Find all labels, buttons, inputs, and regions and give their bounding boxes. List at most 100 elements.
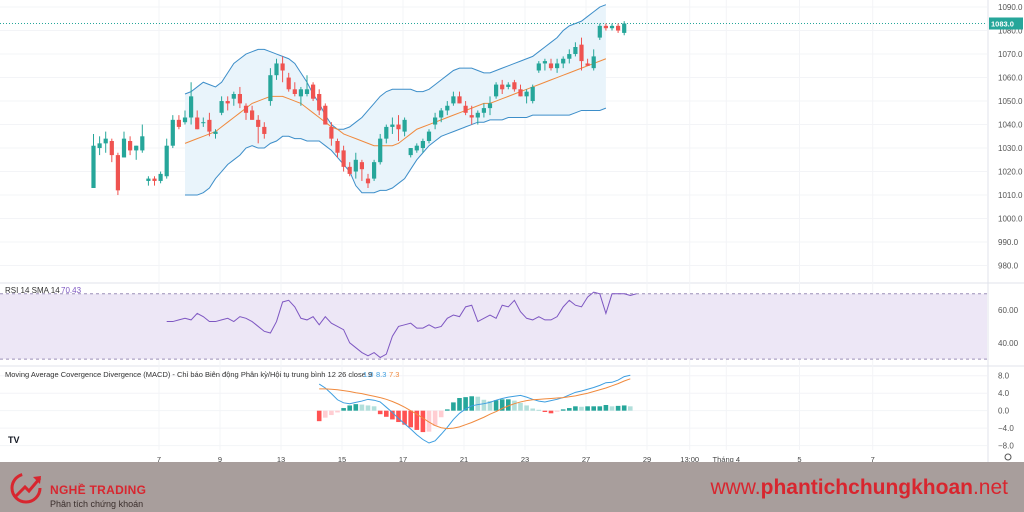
candle-body	[347, 166, 352, 174]
candle-body	[128, 141, 133, 151]
macd-histogram-bar	[469, 396, 474, 411]
url-suffix: .net	[972, 476, 1008, 499]
macd-histogram-bar	[536, 409, 542, 411]
candle-body	[158, 173, 163, 181]
macd-title: Moving Average Covergence Divergence (MA…	[5, 370, 372, 379]
candle-body	[530, 86, 535, 102]
candle-body	[451, 96, 456, 104]
candle-body	[189, 96, 194, 118]
candle-body	[457, 96, 462, 104]
candle-body	[536, 63, 541, 71]
price-tick-label: 1040.0	[998, 121, 1023, 130]
candle-body	[237, 94, 242, 104]
macd-tick-label: −4.0	[998, 424, 1014, 433]
candle-body	[317, 94, 322, 111]
candle-body	[506, 84, 511, 87]
macd-histogram-bar	[359, 404, 365, 411]
last-price-tag-label: 1083.0	[991, 20, 1014, 29]
candle-body	[109, 141, 114, 156]
macd-tick-label: 4.0	[998, 389, 1010, 398]
time-tick-label: 29	[643, 455, 651, 462]
candle-body	[481, 108, 486, 113]
candle-body	[378, 138, 383, 163]
time-tick-label: 13:00	[680, 455, 699, 462]
candle-body	[274, 63, 279, 76]
candle-body	[420, 141, 425, 149]
candle-body	[372, 162, 377, 179]
website-link[interactable]: www.phantichchungkhoan.net	[710, 476, 1008, 500]
candle-body	[97, 143, 102, 149]
candle-body	[433, 117, 438, 125]
candle-body	[408, 148, 413, 156]
macd-histogram-bar	[457, 398, 462, 411]
macd-histogram-bar	[377, 410, 383, 415]
price-tick-label: 990.0	[998, 238, 1019, 247]
candle-body	[597, 25, 602, 38]
candle-body	[201, 122, 206, 124]
macd-tick-label: 8.0	[998, 372, 1010, 381]
candle-body	[463, 105, 468, 113]
candle-body	[103, 138, 108, 144]
candle-body	[622, 23, 627, 33]
macd-histogram-bar	[609, 406, 615, 411]
macd-histogram-bar	[365, 405, 371, 411]
rsi-band-fill	[0, 293, 987, 360]
candle-body	[323, 105, 328, 125]
candle-body	[585, 63, 590, 66]
macd-histogram-bar	[353, 404, 359, 411]
bollinger-basis-line	[184, 58, 607, 147]
macd-histogram-bar	[506, 399, 511, 411]
candle-body	[494, 84, 499, 97]
price-tick-label: 1060.0	[998, 74, 1023, 83]
candle-body	[384, 126, 389, 139]
macd-histogram-bar	[512, 400, 517, 411]
chart-canvas: 980.0 990.0 1000.0 1010.0 1020.0 1030.0 1040.0…	[0, 0, 1024, 464]
macd-histogram-bar	[560, 409, 566, 411]
macd-value-label: 7.3	[389, 370, 399, 379]
candle-body	[603, 25, 608, 29]
candle-body	[573, 47, 578, 55]
rsi-tick-label: 60.00	[998, 306, 1019, 315]
macd-histogram-bar	[554, 410, 560, 412]
tradingview-logo: TV	[8, 435, 20, 445]
price-tick-label: 1030.0	[998, 144, 1023, 153]
url-prefix: www.	[710, 476, 761, 499]
macd-histogram-bar	[579, 406, 584, 411]
candle-body	[341, 150, 346, 167]
candle-body	[164, 145, 169, 177]
candle-body	[365, 178, 371, 184]
macd-histogram-bar	[451, 402, 456, 411]
rsi-label: RSI 14 SMA 14	[5, 286, 60, 295]
macd-histogram-bar	[548, 410, 554, 414]
macd-histogram-bar	[542, 410, 548, 412]
macd-value-label: 8.3	[376, 370, 386, 379]
time-tick-label: 15	[338, 455, 346, 462]
candle-body	[402, 119, 407, 132]
price-tick-label: 980.0	[998, 262, 1019, 271]
candle-body	[579, 44, 584, 62]
macd-histogram-bar	[438, 410, 444, 418]
macd-histogram-bar	[316, 410, 322, 422]
time-tick-label: 7	[157, 455, 161, 462]
price-tick-label: 1020.0	[998, 168, 1023, 177]
candle-body	[207, 119, 212, 132]
macd-histogram-bar	[493, 400, 499, 411]
gear-icon	[1004, 453, 1012, 461]
time-tick-label: 17	[399, 455, 407, 462]
candle-body	[225, 101, 230, 104]
candle-body	[219, 101, 224, 113]
candle-body	[616, 25, 621, 31]
candle-body	[445, 105, 450, 111]
candle-body	[243, 105, 249, 113]
candle-body	[512, 82, 517, 90]
macd-histogram-bar	[621, 405, 627, 411]
rsi-line	[166, 291, 637, 359]
candle-body	[262, 126, 267, 134]
macd-histogram-bar	[499, 399, 505, 411]
macd-histogram-bar	[402, 410, 407, 425]
time-tick-label: 5	[797, 455, 801, 462]
macd-histogram-bar	[390, 410, 395, 420]
macd-histogram-bar	[524, 405, 529, 411]
macd-histogram-bar	[597, 406, 603, 411]
macd-value-label: 1.0	[363, 370, 373, 379]
